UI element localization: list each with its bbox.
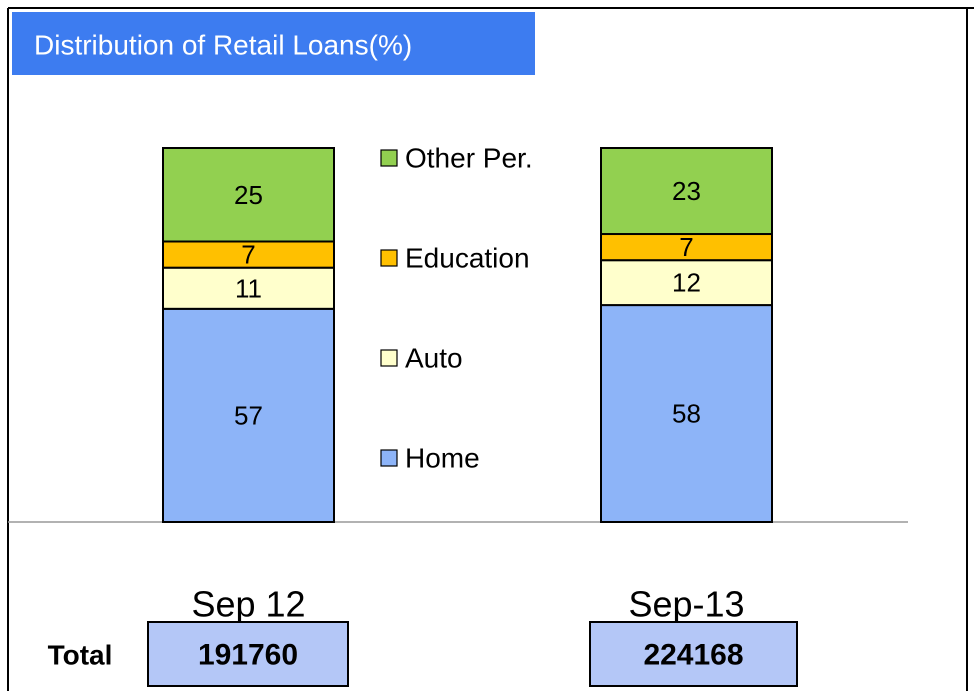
bar-segment [600, 147, 773, 236]
title-box [12, 12, 535, 75]
bar-segment [600, 259, 773, 307]
legend-swatch [380, 449, 398, 467]
data-label: 58 [672, 399, 701, 429]
legend-label: Education [405, 243, 530, 274]
legend-label: Auto [405, 343, 463, 374]
legend-swatch [380, 149, 398, 167]
data-label: 57 [234, 400, 263, 430]
bar-segment [162, 147, 335, 243]
legend-swatch [380, 349, 398, 367]
bar-segment [162, 307, 335, 523]
data-label: 25 [234, 180, 263, 210]
data-label: 23 [672, 176, 701, 206]
x-tick-label: Sep-13 [628, 584, 744, 625]
bar-segment [600, 233, 773, 262]
legend-swatch [380, 249, 398, 267]
bar-segment [162, 266, 335, 310]
chart-title: Distribution of Retail Loans(%) [34, 30, 412, 61]
data-label: 7 [241, 240, 255, 270]
data-label: 11 [235, 273, 262, 303]
x-tick-label: Sep 12 [191, 584, 305, 625]
total-value: 191760 [198, 639, 298, 672]
bar-segment [162, 240, 335, 269]
legend-label: Other Per. [405, 143, 533, 174]
total-box [589, 621, 798, 687]
total-value: 224168 [643, 639, 743, 672]
bar-segment [600, 304, 773, 523]
totals-label: Total [48, 640, 113, 671]
data-label: 12 [672, 268, 701, 298]
legend-label: Home [405, 443, 480, 474]
data-label: 7 [679, 232, 693, 262]
total-box [147, 621, 349, 687]
